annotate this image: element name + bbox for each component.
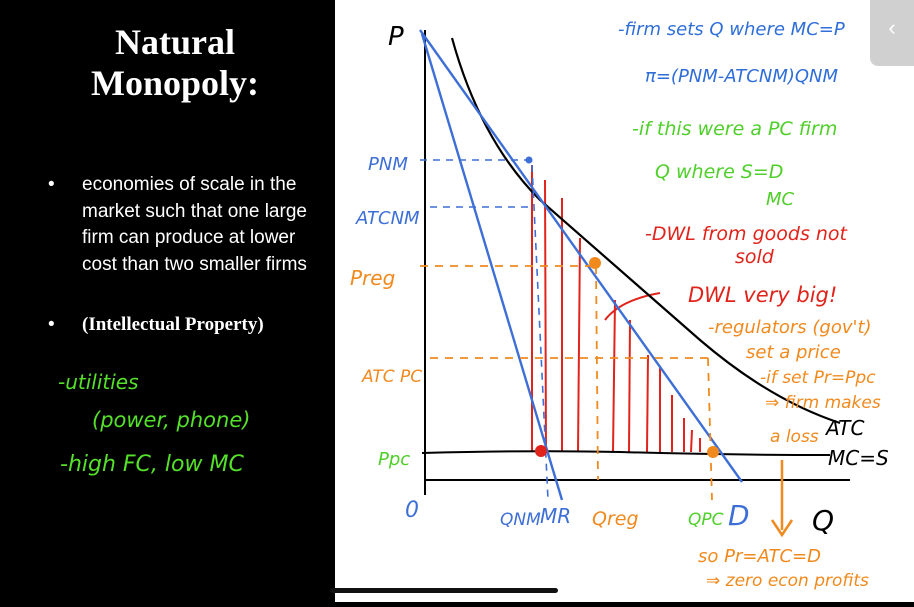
- label-atc-pc: ATC PC: [361, 367, 422, 387]
- dwl-hatching: [531, 165, 701, 453]
- label-ppc: Ppc: [378, 449, 410, 470]
- label-qpc: QPC: [688, 510, 724, 530]
- note-mc: MC: [766, 189, 795, 210]
- y-axis-label: P: [388, 22, 404, 52]
- label-atc-nm: ATCNM: [355, 208, 420, 229]
- graph-drawing: P Q 0 PNM ATCNM Preg ATC PC Ppc QNM MR Q…: [350, 19, 889, 591]
- point-qnm: [535, 445, 547, 457]
- bullet-text: economies of scale in the market such th…: [82, 174, 307, 275]
- orange-dashed-guides: [420, 265, 713, 501]
- label-qnm: QNM: [500, 510, 541, 530]
- label-demand: D: [728, 499, 750, 532]
- label-mr: MR: [540, 504, 571, 528]
- demand-curve: [419, 29, 743, 483]
- mc-line: [421, 450, 831, 456]
- note-power-phone: (power, phone): [92, 408, 251, 432]
- note-firm-makes: ⇒ firm makes: [765, 393, 881, 413]
- note-so-pr: so Pr=ATC=D: [698, 546, 821, 567]
- chevron-left-icon: ‹: [888, 15, 896, 40]
- title-line-1: Natural: [115, 22, 235, 62]
- note-if-set-pr: -if set Pr=Ppc: [760, 368, 876, 388]
- blue-dashed-guides: [420, 159, 549, 501]
- note-a-loss: a loss: [770, 427, 819, 447]
- atc-curve: [450, 37, 841, 425]
- note-if-pc-firm: -if this were a PC firm: [632, 118, 837, 140]
- title-line-2: Monopoly:: [90, 63, 259, 103]
- label-mc-s: MC=S: [828, 446, 889, 470]
- bullet-dot: •: [48, 174, 55, 195]
- label-pnm: PNM: [368, 154, 408, 175]
- note-sold: sold: [735, 246, 775, 268]
- x-axis-label: Q: [812, 504, 834, 537]
- note-firm-sets-q: -firm sets Q where MC=P: [618, 19, 845, 40]
- point-reg: [589, 257, 601, 269]
- collapse-panel-button[interactable]: ‹: [870, 0, 914, 66]
- note-set-price: set a price: [746, 342, 841, 363]
- note-dwl-goods: -DWL from goods not: [645, 223, 849, 245]
- note-zero-profits: ⇒ zero econ profits: [706, 571, 869, 591]
- label-preg: Preg: [350, 266, 395, 290]
- note-utilities: -utilities: [58, 370, 139, 394]
- label-atc: ATC: [824, 416, 864, 440]
- bullet-dot: •: [48, 314, 55, 335]
- origin-label: 0: [405, 498, 419, 523]
- note-dwl-very-big: DWL very big!: [688, 283, 837, 307]
- slide-panel: Natural Monopoly: • economies of scale i…: [0, 0, 335, 602]
- whiteboard-canvas[interactable]: P Q 0 PNM ATCNM Preg ATC PC Ppc QNM MR Q…: [335, 0, 914, 602]
- point-pc: [707, 446, 719, 458]
- bullet-text: (Intellectual Property): [82, 314, 264, 335]
- arrow-down-icon: [770, 519, 794, 538]
- point-pnm: [525, 156, 533, 164]
- mr-curve: [420, 33, 564, 501]
- home-indicator[interactable]: [330, 588, 558, 593]
- note-regulators: -regulators (gov't): [708, 317, 872, 338]
- note-q-where-s-d: Q where S=D: [655, 161, 783, 183]
- slide-title: Natural Monopoly:: [0, 22, 350, 104]
- note-high-fc: -high FC, low MC: [60, 452, 244, 477]
- note-profit-formula: π=(PNM-ATCNM)QNM: [645, 66, 839, 87]
- label-qreg: Qreg: [592, 508, 639, 530]
